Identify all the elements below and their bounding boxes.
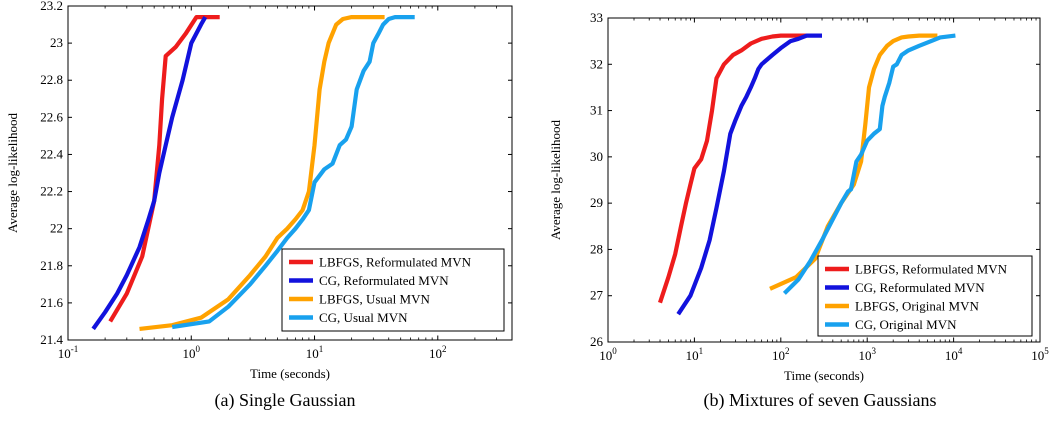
y-axis-label: Average log-likelihood (5, 113, 20, 233)
legend-entry-cg-reformulated-mvn: CG, Reformulated MVN (855, 280, 985, 295)
plot-frame (67, 5, 513, 341)
y-tick-label: 21.6 (40, 295, 63, 310)
series-line-cg-reformulated-mvn (91, 16, 208, 331)
x-axis-label: Time (seconds) (250, 366, 330, 381)
x-tick-label: 103 (858, 346, 876, 363)
y-tick-label: 23 (50, 35, 63, 50)
y-tick-label: 31 (590, 103, 603, 118)
series-lines (91, 15, 415, 331)
series-line-lbfgs-reformulated-mvn (658, 33, 807, 304)
x-tick-label: 104 (945, 346, 963, 363)
y-axis: 21.4 21.6 21.8 22 22.2 22.4 22.6 22.8 23 23.2 (40, 0, 512, 347)
legend-entry-cg-usual-mvn: CG, Usual MVN (319, 310, 408, 325)
y-tick-label: 22.8 (40, 72, 63, 87)
chart-single-gaussian: 21.421.621.82222.222.422.622.82323.210-1… (5, 0, 513, 381)
x-axis: 100 101 102 103 104 105 (599, 18, 1049, 363)
y-tick-label: 33 (590, 10, 603, 25)
legend-box (281, 248, 505, 332)
x-tick-label: 102 (772, 346, 790, 363)
legend-entry-cg-original-mvn: CG, Original MVN (855, 317, 957, 332)
series-line-lbfgs-usual-mvn (139, 15, 385, 331)
y-tick-label: 23.2 (40, 0, 63, 13)
x-tick-label: 100 (183, 344, 201, 361)
x-axis-label: Time (seconds) (784, 368, 864, 383)
plot-frame (607, 17, 1041, 343)
caption-single-gaussian: (a) Single Gaussian (214, 390, 356, 410)
x-tick-label: 100 (599, 346, 617, 363)
y-axis: 26 27 28 29 30 31 32 33 (590, 10, 1040, 349)
y-tick-label: 22 (50, 221, 63, 236)
x-tick-label: 10-1 (58, 344, 79, 361)
x-tick-label: 101 (686, 346, 704, 363)
series-lines (658, 33, 956, 316)
y-tick-label: 21.8 (40, 258, 63, 273)
legend-entry-lbfgs-original-mvn: LBFGS, Original MVN (855, 299, 979, 314)
y-tick-label: 22.2 (40, 184, 63, 199)
legend-entry-lbfgs-usual-mvn: LBFGS, Usual MVN (319, 292, 430, 307)
series-line-lbfgs-reformulated-mvn (108, 15, 220, 323)
legend-entry-cg-reformulated-mvn: CG, Reformulated MVN (319, 273, 449, 288)
legend-box (817, 255, 1033, 337)
y-tick-label: 22.4 (40, 146, 63, 161)
series-line-lbfgs-original-mvn (769, 33, 938, 291)
y-tick-label: 28 (590, 241, 603, 256)
y-tick-label: 30 (590, 149, 603, 164)
y-tick-label: 26 (590, 334, 604, 349)
legend-entry-lbfgs-reformulated-mvn: LBFGS, Reformulated MVN (319, 255, 472, 270)
y-tick-label: 29 (590, 195, 603, 210)
caption-mixtures-of-gaussians: (b) Mixtures of seven Gaussians (703, 390, 937, 410)
y-tick-label: 32 (590, 56, 603, 71)
x-tick-label: 105 (1031, 346, 1049, 363)
legend: LBFGS, Reformulated MVN CG, Reformulated … (281, 248, 505, 332)
x-tick-label: 102 (429, 344, 447, 361)
series-line-cg-reformulated-mvn (676, 33, 822, 316)
chart-mixtures-of-gaussians: 26 27 28 29 30 31 32 33 100 101 102 103 104 105 Time (… (548, 10, 1049, 383)
x-tick-label: 101 (306, 344, 324, 361)
y-tick-label: 21.4 (40, 332, 63, 347)
y-tick-label: 27 (590, 288, 604, 303)
series-line-cg-usual-mvn (171, 15, 415, 330)
series-line-cg-original-mvn (782, 33, 956, 295)
legend: LBFGS, Reformulated MVN CG, Reformulated … (817, 255, 1033, 337)
x-axis: 10-1 100 101 102 (58, 6, 497, 361)
legend-entry-lbfgs-reformulated-mvn: LBFGS, Reformulated MVN (855, 262, 1008, 277)
y-tick-label: 22.6 (40, 109, 63, 124)
y-axis-label: Average log-likelihood (548, 120, 563, 240)
